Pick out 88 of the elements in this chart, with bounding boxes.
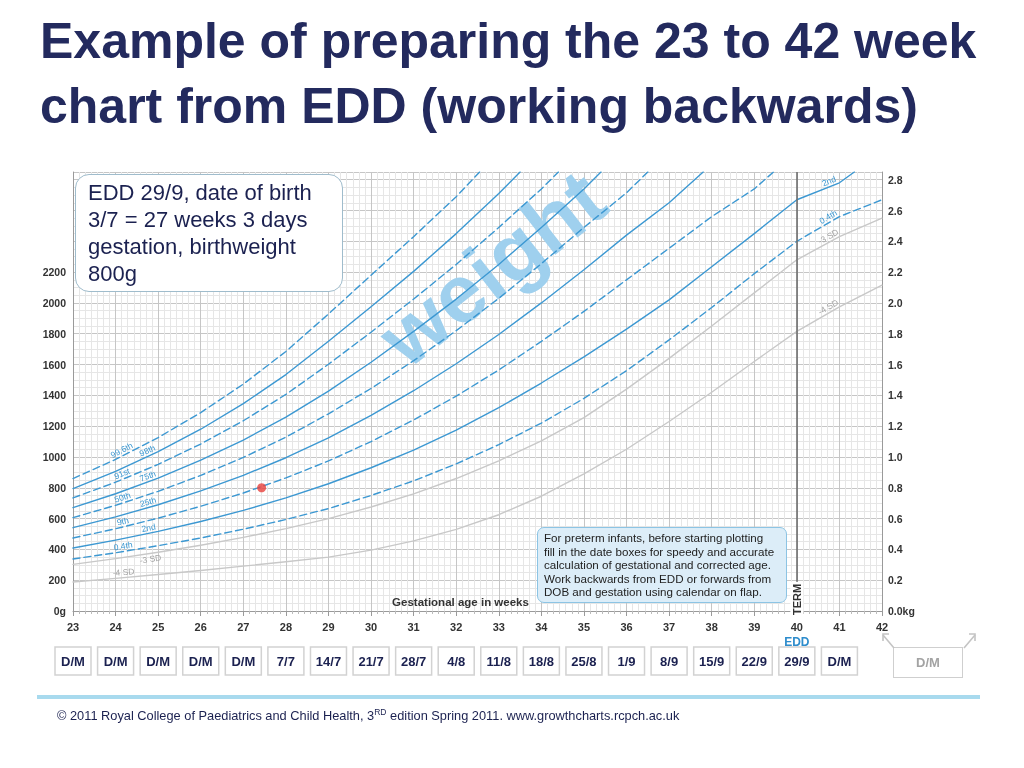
x-tick-label: 35 [577, 620, 591, 633]
y2-tick-label: 1.2 [888, 420, 903, 433]
text: © 2011 Royal College of Paediatrics and Child Health, 3$^{RD}$ edition Spring 2011. www.growthcharts.rcpch.ac.uk [57, 707, 680, 724]
text: 2nd [140, 521, 157, 535]
x-tick-label: 24 [109, 620, 123, 633]
annotation: EDD 29/9, date of birth 3/7 = 27 weeks 3 days gestation, birthweight 800g [75, 174, 343, 292]
text: 91st [112, 465, 132, 482]
x-tick-label: 27 [237, 620, 250, 633]
x2-tick-label: 18/8 [528, 654, 555, 669]
text: 98th [137, 442, 158, 459]
y2-tick-label: 2.8 [888, 173, 903, 186]
y-tick-label: 1400 [42, 389, 67, 402]
annotation: For preterm infants, before starting plotting fill in the date boxes for speedy and accurate calculation of gestational and corrected age. Work backwards from EDD or forwards from DOB and gestation using calendar on flap. [537, 527, 787, 603]
text: -3 SD [816, 226, 841, 247]
y-tick-label: 200 [48, 574, 67, 587]
x2-tick-label: D/M [231, 654, 256, 669]
x2-tick-label: D/M [61, 654, 85, 669]
x-tick-label: 40 [790, 620, 803, 633]
text: 25th [138, 494, 158, 509]
y2-tick-label: 0.2 [888, 574, 903, 587]
x-tick-label: 31 [407, 620, 420, 633]
y-tick-label: 1200 [42, 420, 67, 433]
y2-tick-label: 0.8 [888, 481, 903, 494]
y-tick-label: 1000 [42, 450, 67, 463]
y-tick-label: 2200 [42, 266, 67, 279]
y-tick-label: 400 [48, 543, 67, 556]
x2-tick-label: 22/9 [741, 654, 767, 669]
y-tick-label: 2000 [42, 296, 67, 309]
text: 0.4th [113, 539, 134, 553]
y2-tick-label: 1.0 [888, 450, 903, 463]
text: 9th [115, 514, 130, 528]
x2-tick-label: D/M [188, 654, 213, 669]
text: EDD [783, 635, 811, 649]
x-tick-label: 29 [322, 620, 335, 633]
chart-title: Example of preparing the 23 to 42 week chart from EDD (working backwards) [40, 12, 978, 136]
y2-tick-label: 0.4 [888, 543, 903, 556]
x-tick-label: 36 [620, 620, 633, 633]
x-tick-label: 42 [875, 620, 889, 633]
x2-tick-label: 4/8 [447, 654, 466, 669]
text: 0.4th [817, 207, 840, 226]
x-tick-label: 39 [748, 620, 761, 633]
y-tick-label: 800 [48, 481, 67, 494]
x2-tick-label: D/M [146, 654, 171, 669]
x2-tick-label: 1/9 [617, 654, 636, 669]
text: -3 SD [138, 552, 162, 566]
y2-tick-label: 1.4 [888, 389, 903, 402]
x-tick-label: 30 [364, 620, 378, 633]
x2-tick-label: 14/7 [315, 654, 342, 669]
x-tick-label: 41 [833, 620, 846, 633]
text: 50th [112, 489, 133, 505]
text: 75th [138, 468, 158, 484]
y2-tick-label: 2.0 [888, 296, 903, 309]
x2-tick-label: 11/8 [486, 654, 512, 669]
x-tick-label: 26 [194, 620, 207, 633]
text: -4 SD [816, 297, 841, 317]
text: D/M [893, 647, 963, 678]
x-tick-label: 25 [152, 620, 165, 633]
y2-tick-label: 0.0kg [888, 605, 915, 617]
y2-tick-label: 2.4 [888, 235, 903, 248]
x2-tick-label: 7/7 [276, 654, 295, 669]
x-tick-label: 38 [705, 620, 718, 633]
text: 2nd [820, 173, 838, 189]
x-tick-label: 34 [535, 620, 549, 633]
x-tick-label: 28 [279, 620, 293, 633]
y-tick-label: 1600 [42, 358, 67, 371]
x2-tick-label: 21/7 [358, 654, 384, 669]
x2-tick-label: D/M [827, 654, 852, 669]
x-tick-label: 37 [662, 620, 676, 633]
y-tick-label: 1800 [42, 327, 67, 340]
x2-tick-label: 25/8 [571, 654, 597, 669]
y-tick-label: 600 [48, 512, 67, 525]
y-tick-label: 0g [53, 605, 66, 617]
text: -4 SD [112, 566, 135, 579]
x2-tick-label: D/M [103, 654, 128, 669]
y2-tick-label: 0.6 [888, 512, 903, 525]
y2-tick-label: 1.8 [888, 327, 903, 340]
y2-tick-label: 2.2 [888, 266, 903, 279]
x2-tick-label: 15/9 [699, 654, 725, 669]
y2-tick-label: 2.6 [888, 204, 903, 217]
x-tick-label: 33 [492, 620, 505, 633]
x2-tick-label: 29/9 [784, 654, 810, 669]
y2-tick-label: 1.6 [888, 358, 903, 371]
x2-tick-label: 8/9 [660, 654, 679, 669]
ref-line-label: TERM [790, 583, 803, 615]
x-tick-label: 32 [450, 620, 463, 633]
x2-tick-label: 28/7 [400, 654, 427, 669]
x-tick-label: 23 [66, 620, 80, 633]
x-axis-title: Gestational age in weeks [392, 596, 529, 608]
